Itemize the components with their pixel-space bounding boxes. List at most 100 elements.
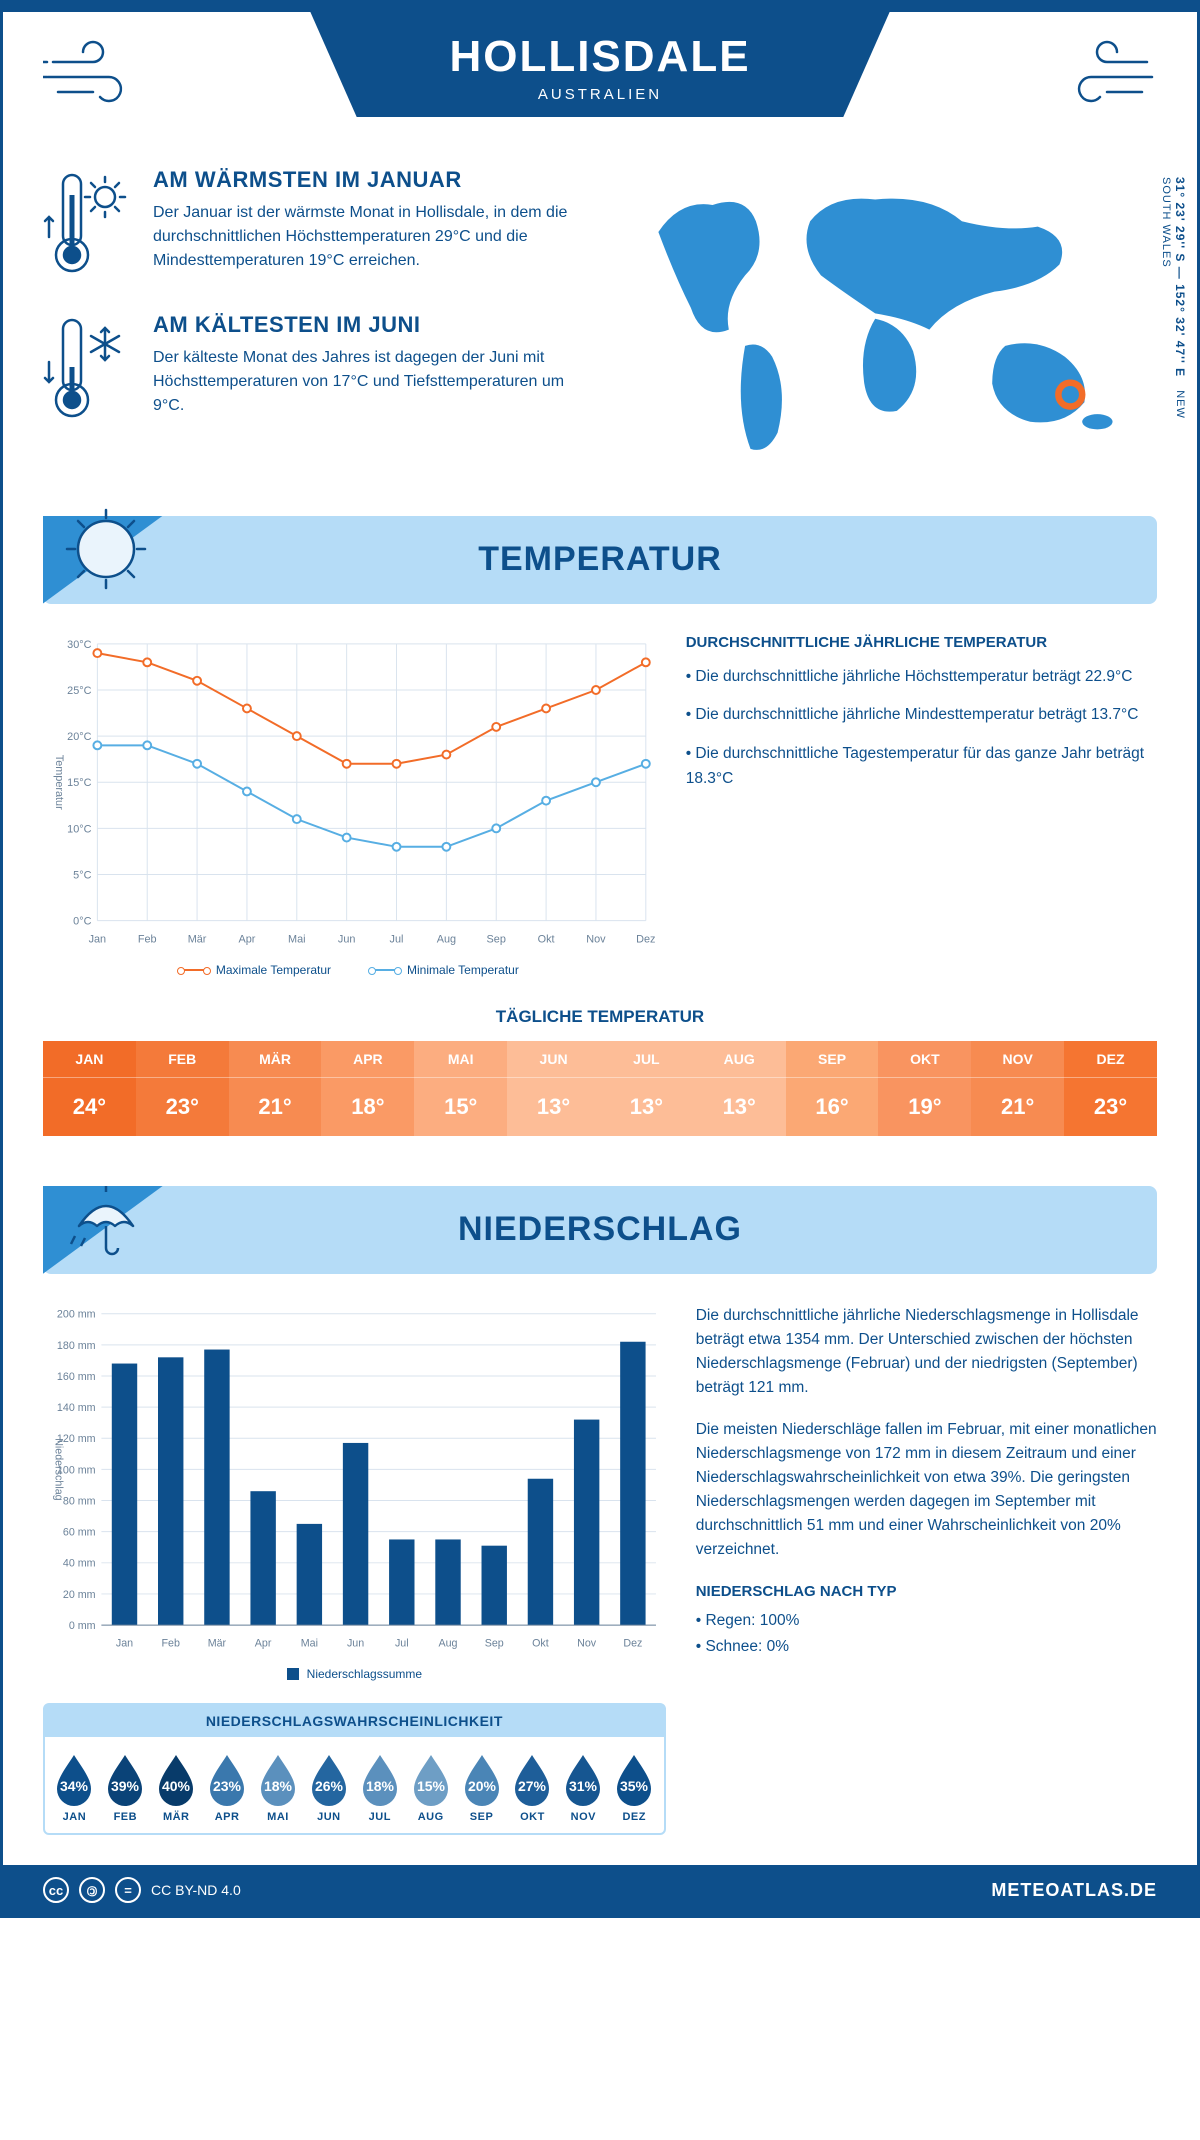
svg-text:Aug: Aug: [437, 933, 456, 945]
svg-text:40 mm: 40 mm: [63, 1557, 96, 1569]
svg-text:20%: 20%: [468, 1778, 497, 1794]
svg-text:Jun: Jun: [347, 1637, 364, 1649]
svg-text:Jan: Jan: [89, 933, 107, 945]
svg-text:Apr: Apr: [238, 933, 255, 945]
license-badges: cc 🄯 = CC BY-ND 4.0: [43, 1877, 241, 1903]
svg-text:Jul: Jul: [390, 933, 404, 945]
world-map: 31° 23' 29'' S — 152° 32' 47'' E NEW SOU…: [615, 167, 1157, 476]
svg-text:Apr: Apr: [255, 1637, 272, 1649]
svg-text:Dez: Dez: [636, 933, 655, 945]
daily-temp-title: TÄGLICHE TEMPERATUR: [43, 1007, 1157, 1027]
svg-text:25°C: 25°C: [67, 684, 91, 696]
coords-line: 31° 23' 29'' S — 152° 32' 47'' E: [1173, 177, 1187, 377]
precipitation-chart: 0 mm20 mm40 mm60 mm80 mm100 mm120 mm140 …: [43, 1304, 666, 1681]
svg-text:Mai: Mai: [288, 933, 305, 945]
intro-section: AM WÄRMSTEN IM JANUAR Der Januar ist der…: [43, 167, 1157, 476]
svg-text:Feb: Feb: [138, 933, 157, 945]
probability-drop: 26% JUN: [308, 1751, 350, 1823]
precip-p2: Die meisten Niederschläge fallen im Febr…: [696, 1418, 1157, 1562]
precip-type-snow: • Schnee: 0%: [696, 1635, 1157, 1659]
infographic-page: HOLLISDALE AUSTRALIEN AM WÄRMSTEN IM JAN…: [0, 0, 1200, 1918]
svg-text:40%: 40%: [162, 1778, 191, 1794]
svg-text:0°C: 0°C: [73, 915, 91, 927]
svg-text:10°C: 10°C: [67, 823, 91, 835]
coordinates: 31° 23' 29'' S — 152° 32' 47'' E NEW SOU…: [1159, 177, 1187, 457]
precip-type-heading: NIEDERSCHLAG NACH TYP: [696, 1580, 1157, 1603]
precip-type-rain: • Regen: 100%: [696, 1609, 1157, 1633]
brand-name: METEOATLAS.DE: [991, 1880, 1157, 1901]
temperature-summary: DURCHSCHNITTLICHE JÄHRLICHE TEMPERATUR •…: [686, 634, 1157, 977]
svg-text:35%: 35%: [620, 1778, 649, 1794]
precip-p1: Die durchschnittliche jährliche Niedersc…: [696, 1304, 1157, 1400]
cc-icon: cc: [43, 1877, 69, 1903]
temperature-title: TEMPERATUR: [478, 540, 722, 579]
temp-bullet-3: • Die durchschnittliche Tagestemperatur …: [686, 742, 1157, 792]
svg-text:80 mm: 80 mm: [63, 1495, 96, 1507]
precipitation-section-header: NIEDERSCHLAG: [43, 1186, 1157, 1274]
probability-drop: 40% MÄR: [155, 1751, 197, 1823]
svg-text:60 mm: 60 mm: [63, 1526, 96, 1538]
temp-col: APR 18°: [321, 1041, 414, 1136]
temp-bullet-2: • Die durchschnittliche jährliche Mindes…: [686, 703, 1157, 728]
svg-text:18%: 18%: [366, 1778, 395, 1794]
temp-col: JAN 24°: [43, 1041, 136, 1136]
svg-text:23%: 23%: [213, 1778, 242, 1794]
page-title: HOLLISDALE: [370, 32, 829, 82]
precipitation-legend: Niederschlagssumme: [43, 1667, 666, 1681]
probability-drop: 39% FEB: [104, 1751, 146, 1823]
svg-text:Mai: Mai: [301, 1637, 318, 1649]
nd-icon: =: [115, 1877, 141, 1903]
temp-col: MÄR 21°: [229, 1041, 322, 1136]
probability-drop: 18% JUL: [359, 1751, 401, 1823]
precipitation-probability-box: NIEDERSCHLAGSWAHRSCHEINLICHKEIT 34% JAN …: [43, 1703, 666, 1835]
svg-text:Nov: Nov: [586, 933, 606, 945]
svg-text:0 mm: 0 mm: [69, 1620, 96, 1632]
svg-text:Niederschlag: Niederschlag: [53, 1438, 65, 1500]
probability-drop: 35% DEZ: [613, 1751, 655, 1823]
temp-col: FEB 23°: [136, 1041, 229, 1136]
svg-text:Mär: Mär: [208, 1637, 227, 1649]
temperature-section-header: TEMPERATUR: [43, 516, 1157, 604]
warmest-title: AM WÄRMSTEN IM JANUAR: [153, 167, 585, 193]
svg-text:Okt: Okt: [532, 1637, 549, 1649]
temp-col: JUN 13°: [507, 1041, 600, 1136]
probability-drop: 18% MAI: [257, 1751, 299, 1823]
temp-col: DEZ 23°: [1064, 1041, 1157, 1136]
probability-drop: 15% AUG: [410, 1751, 452, 1823]
svg-text:Mär: Mär: [188, 933, 207, 945]
wind-icon-left: [43, 37, 163, 122]
coldest-block: AM KÄLTESTEN IM JUNI Der kälteste Monat …: [43, 312, 585, 427]
wind-icon-right: [1037, 37, 1157, 122]
svg-text:Jul: Jul: [395, 1637, 409, 1649]
svg-text:Sep: Sep: [485, 1637, 504, 1649]
probability-drop: 23% APR: [206, 1751, 248, 1823]
svg-text:Nov: Nov: [577, 1637, 597, 1649]
temp-bullet-1: • Die durchschnittliche jährliche Höchst…: [686, 665, 1157, 690]
svg-text:18%: 18%: [264, 1778, 293, 1794]
svg-text:5°C: 5°C: [73, 869, 91, 881]
probability-drop: 20% SEP: [461, 1751, 503, 1823]
svg-text:Aug: Aug: [438, 1637, 457, 1649]
sun-icon: [61, 504, 151, 599]
svg-text:Jan: Jan: [116, 1637, 133, 1649]
temp-col: NOV 21°: [971, 1041, 1064, 1136]
temp-summary-heading: DURCHSCHNITTLICHE JÄHRLICHE TEMPERATUR: [686, 634, 1157, 651]
thermometer-snow-icon: [43, 312, 133, 427]
svg-text:27%: 27%: [518, 1778, 547, 1794]
svg-text:140 mm: 140 mm: [57, 1402, 96, 1414]
precipitation-title: NIEDERSCHLAG: [458, 1210, 742, 1249]
precipitation-summary: Die durchschnittliche jährliche Niedersc…: [696, 1304, 1157, 1835]
probability-title: NIEDERSCHLAGSWAHRSCHEINLICHKEIT: [45, 1705, 664, 1737]
svg-text:20 mm: 20 mm: [63, 1589, 96, 1601]
coldest-title: AM KÄLTESTEN IM JUNI: [153, 312, 585, 338]
thermometer-sun-icon: [43, 167, 133, 282]
svg-text:Okt: Okt: [538, 933, 555, 945]
svg-text:Dez: Dez: [623, 1637, 642, 1649]
temperature-chart: 0°C5°C10°C15°C20°C25°C30°CJanFebMärAprMa…: [43, 634, 656, 977]
probability-drop: 34% JAN: [53, 1751, 95, 1823]
temp-col: AUG 13°: [693, 1041, 786, 1136]
svg-text:180 mm: 180 mm: [57, 1339, 96, 1351]
svg-text:200 mm: 200 mm: [57, 1308, 96, 1320]
temp-col: MAI 15°: [414, 1041, 507, 1136]
svg-text:Sep: Sep: [487, 933, 506, 945]
